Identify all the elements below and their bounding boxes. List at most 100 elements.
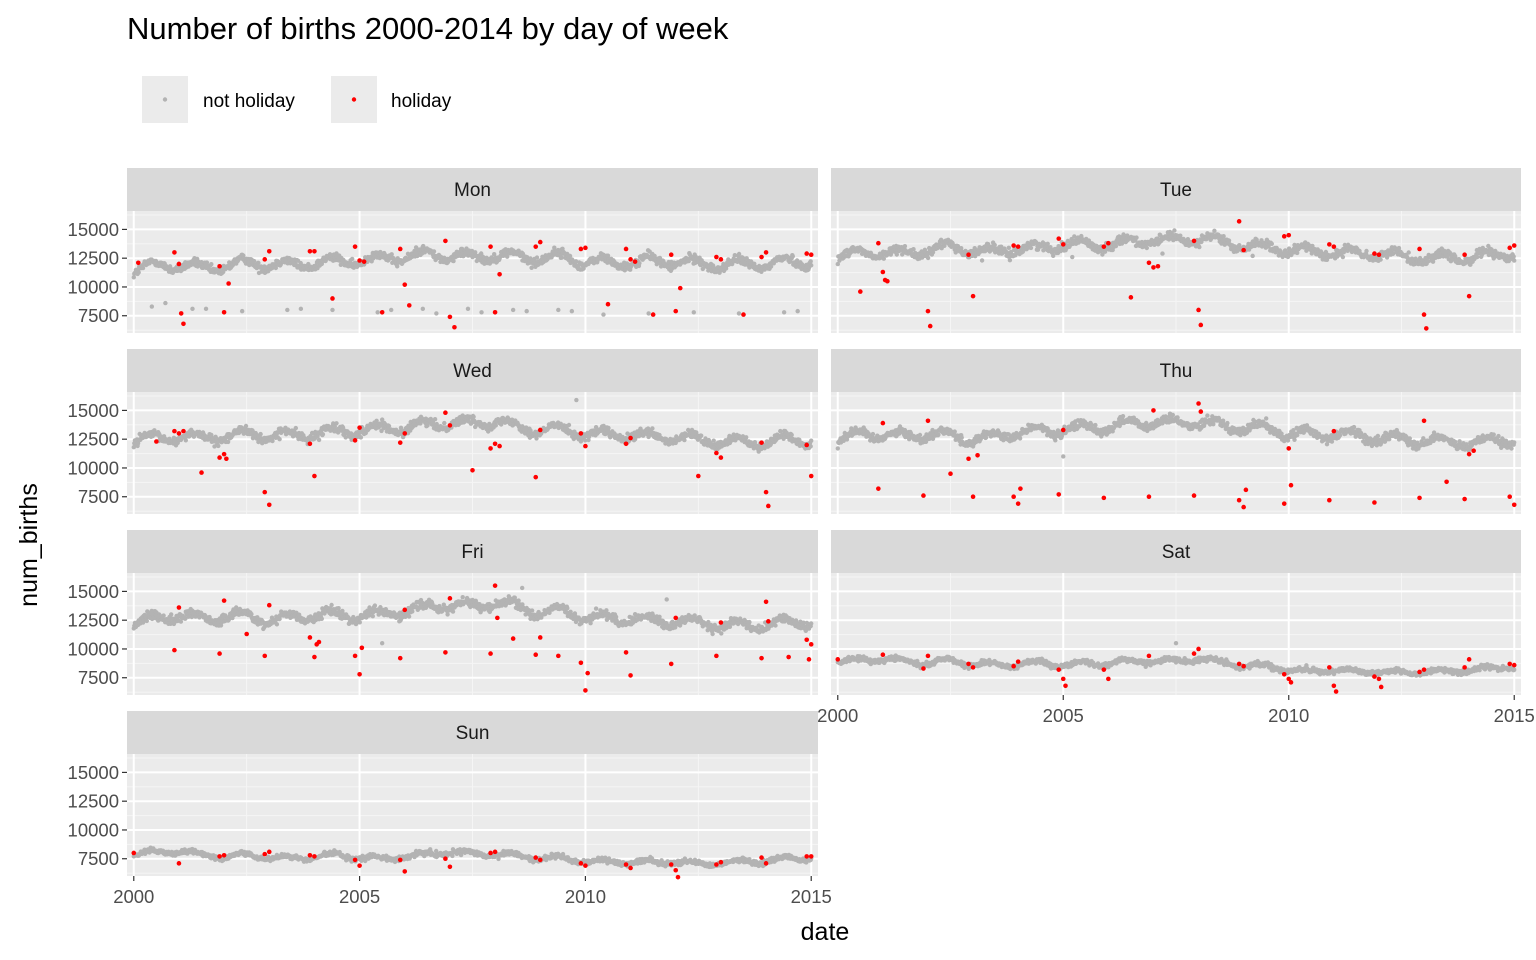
not-holiday-point [835,446,840,451]
holiday-point [759,440,764,445]
holiday-point [176,261,182,267]
strip-label-thu: Thu [1160,361,1193,382]
holiday-point [714,254,719,260]
holiday-point [447,423,453,428]
not-holiday-point [1430,259,1436,264]
not-holiday-point [395,264,400,269]
not-holiday-point [1007,258,1013,263]
holiday-point [1286,232,1292,238]
holiday-point [330,296,335,301]
not-holiday-point [131,275,136,280]
not-holiday-point [434,311,439,316]
holiday-point [497,272,502,277]
not-holiday-point [251,258,257,264]
not-holiday-point [574,397,579,403]
not-holiday-point [258,431,263,437]
not-holiday-point [1269,241,1275,246]
holiday-point [397,246,403,252]
not-holiday-point [952,429,957,434]
holiday-point [1511,243,1517,248]
not-holiday-point [979,258,985,263]
holiday-point [623,246,629,252]
not-holiday-point [431,249,437,254]
holiday-point [628,257,633,262]
holiday-point [1101,244,1107,249]
holiday-point [352,438,358,443]
not-holiday-point [781,310,787,315]
not-holiday-point [650,426,655,431]
holiday-point [759,254,764,260]
not-holiday-point [789,432,794,438]
holiday-point [1372,251,1377,256]
holiday-point [927,323,933,329]
holiday-point [361,259,367,264]
holiday-point [808,473,814,479]
holiday-point [966,252,971,258]
not-holiday-point [870,431,876,437]
not-holiday-point [1340,254,1346,260]
not-holiday-point [273,265,278,271]
not-holiday-point [320,432,326,437]
holiday-point [262,257,268,262]
holiday-point [1236,219,1242,224]
not-holiday-point [790,254,795,259]
strip-label-mon: Mon [454,180,491,201]
not-holiday-point [167,264,173,269]
not-holiday-point [699,433,704,438]
not-holiday-point [338,262,343,267]
not-holiday-point [566,422,572,428]
y-tick-label: 7500 [78,305,119,326]
not-holiday-point [534,436,539,441]
holiday-point [1198,322,1204,328]
not-holiday-point [316,437,322,443]
not-holiday-point [1475,254,1480,260]
holiday-point [443,410,448,416]
y-tick-label: 15000 [68,400,119,421]
holiday-point [1011,243,1016,248]
strip-mon [127,168,818,211]
holiday-point [696,473,701,479]
holiday-point [876,240,881,246]
holiday-point [605,301,611,307]
not-holiday-point [1378,257,1383,262]
holiday-point [1196,307,1201,313]
not-holiday-point [1225,420,1230,426]
not-holiday-point [959,435,964,440]
facet-panels: Mon7500100001250015000TueWed750010000125… [68,168,1535,907]
not-holiday-point [652,253,657,259]
not-holiday-point [1511,254,1516,259]
not-holiday-point [1175,415,1180,420]
not-holiday-point [1250,253,1255,259]
not-holiday-point [606,425,611,431]
legend-label-holiday: holiday [391,91,452,112]
not-holiday-point [529,265,534,270]
holiday-point [406,303,412,308]
holiday-point [1060,242,1066,247]
not-holiday-point [163,300,168,306]
holiday-point [357,425,362,430]
not-holiday-point [1093,422,1098,428]
holiday-point [307,248,313,254]
not-holiday-point [415,253,420,259]
holiday-point [178,311,184,316]
not-holiday-point [917,432,923,438]
not-holiday-point [204,260,210,265]
y-tick-label: 10000 [68,457,119,478]
holiday-point [452,324,457,330]
holiday-point [1056,236,1062,241]
not-holiday-point [149,304,155,309]
holiday-point [379,309,385,315]
not-holiday-point [1172,228,1177,233]
not-holiday-point [442,420,447,426]
not-holiday-point [1512,258,1517,263]
holiday-point [217,455,222,460]
holiday-point [623,441,629,447]
not-holiday-point [1070,254,1075,260]
not-holiday-point [559,255,565,260]
holiday-point [970,293,976,299]
strip-label-wed: Wed [453,361,492,382]
not-holiday-point [605,253,611,258]
chart-title: Number of births 2000-2014 by day of wee… [127,11,729,46]
holiday-point [537,427,543,433]
